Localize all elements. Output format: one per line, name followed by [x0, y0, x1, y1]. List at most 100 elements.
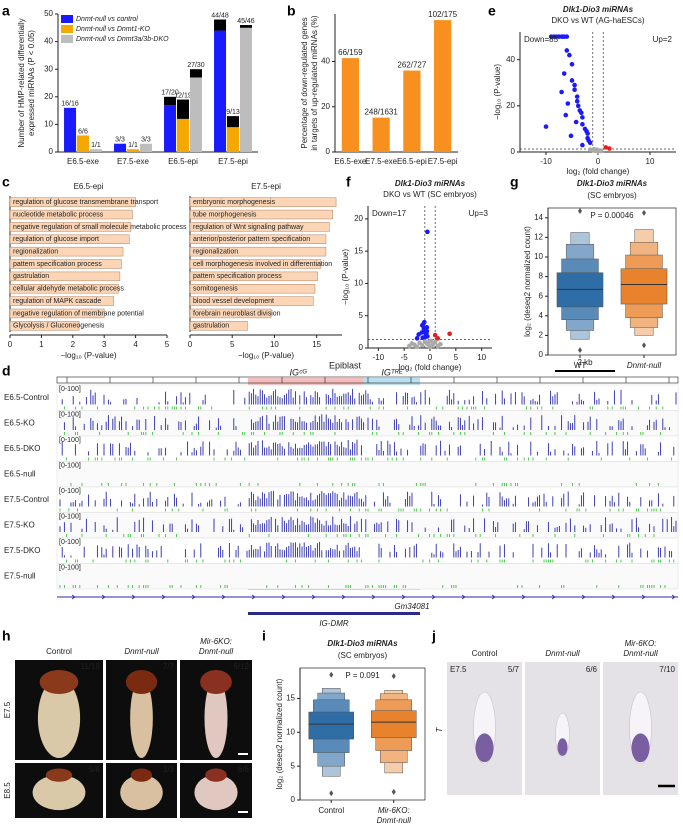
track: [56, 461, 679, 488]
count-label: 3/3: [163, 765, 175, 774]
gene-arrows: [71, 594, 676, 600]
bar: [9, 284, 119, 294]
bar: [164, 105, 177, 152]
value-label: 262/727: [397, 61, 426, 70]
outlier: [578, 347, 582, 354]
category-label: negative regulation of membrane potentia…: [13, 310, 144, 317]
point: [585, 131, 590, 136]
track: [56, 410, 679, 437]
y-tick-label: 20: [44, 92, 53, 101]
dmr-bar: [248, 612, 420, 615]
column-label: Dnmt-null: [199, 647, 233, 656]
bar: [189, 246, 327, 257]
point: [569, 78, 575, 83]
embryo: [204, 678, 228, 758]
x-axis-label: −log₁₀ (P-value): [238, 351, 294, 360]
column-label: Dnmt-null: [124, 647, 158, 656]
coverage: [59, 490, 675, 507]
boxen-level: [308, 711, 354, 740]
stain: [557, 738, 568, 756]
bar: [9, 234, 130, 244]
annotation: Down=85: [524, 35, 559, 44]
point: [426, 339, 431, 345]
point: [432, 339, 438, 345]
category-label: cell morphogenesis involved in different…: [193, 261, 332, 268]
bar-top: [214, 19, 227, 31]
point: [409, 341, 415, 346]
bar-top: [164, 96, 177, 106]
legend-swatch: [61, 35, 73, 43]
value-label: 1/1: [128, 142, 138, 149]
legend-label: Dnmt-null vs Dnmt3a/3b-DKO: [76, 36, 169, 43]
chart-title: Dlk1-Dio3 miRNAs: [395, 179, 466, 188]
bar-top: [189, 69, 202, 78]
cpg-marks: [59, 508, 662, 512]
point: [568, 133, 574, 139]
point: [565, 101, 571, 106]
cpg-marks: [63, 432, 662, 435]
count-label: 5/7: [508, 665, 520, 674]
bar: [64, 107, 77, 152]
track-range: [0-100]: [59, 539, 81, 546]
track-range: [0-100]: [59, 513, 81, 520]
y-tick-label: 0: [291, 795, 296, 804]
value-label: 248/1631: [364, 108, 398, 117]
y-tick-label: 14: [534, 213, 543, 222]
value-label: 45/46: [237, 18, 255, 25]
point: [580, 115, 585, 120]
annotation: Down=17: [372, 209, 407, 218]
track-name: E7.5-DKO: [4, 546, 40, 555]
panel-letter: d: [2, 363, 11, 379]
coverage: [61, 439, 675, 456]
coverage: [63, 414, 670, 430]
stain: [475, 733, 494, 763]
row-label: T: [435, 726, 444, 732]
x-tick-label: 4: [133, 340, 138, 349]
x-tick-label: E6.5-exe: [67, 157, 100, 166]
track: [56, 384, 679, 411]
chart-title: Dlk1-Dio3 miRNAs: [563, 5, 634, 14]
x-tick-label: 15: [312, 340, 321, 349]
bar: [341, 58, 359, 152]
x-tick-label: 10: [646, 157, 655, 166]
bar: [189, 197, 337, 207]
bar: [239, 27, 252, 152]
embryo-top: [200, 670, 232, 694]
point: [424, 328, 430, 334]
track-range: [0-100]: [59, 411, 81, 418]
p-value: P = 0.00046: [590, 211, 634, 220]
x-tick-label: 10: [270, 340, 279, 349]
x-tick-label: Dnmt-null: [377, 816, 411, 825]
bar: [127, 149, 139, 152]
category-label: regulation of Wnt signaling pathway: [193, 224, 304, 231]
point: [580, 142, 585, 148]
x-tick-label: -5: [401, 353, 409, 362]
track-range: [0-100]: [59, 437, 81, 444]
bar: [114, 143, 127, 152]
point: [414, 336, 420, 341]
point: [424, 325, 430, 330]
track-range: [0-100]: [59, 386, 81, 393]
column-label: Dnmt-null: [545, 649, 579, 658]
category-label: negative regulation of small molecule me…: [13, 224, 187, 231]
track-name: E6.5-null: [4, 469, 36, 478]
ruler-ticks: [66, 377, 670, 383]
panel-letter: j: [431, 628, 436, 644]
legend-swatch: [61, 15, 73, 23]
x-tick-label: 0: [596, 157, 601, 166]
y-tick-label: 0: [326, 147, 331, 156]
point: [572, 87, 577, 92]
cpg-marks: [59, 585, 666, 588]
embryo-top: [125, 670, 158, 694]
category-label: cellular aldehyde metabolic process: [13, 286, 124, 293]
value-label: 1/1: [91, 142, 101, 149]
point: [573, 119, 579, 125]
panel-letter: a: [2, 3, 10, 19]
y-tick-label: 4: [539, 311, 544, 320]
outlier: [329, 790, 334, 797]
point: [569, 62, 575, 67]
point: [603, 145, 609, 150]
gene-label: Gm34081: [394, 602, 429, 611]
panel-letter: e: [488, 3, 496, 19]
y-tick-label: 30: [44, 64, 53, 73]
